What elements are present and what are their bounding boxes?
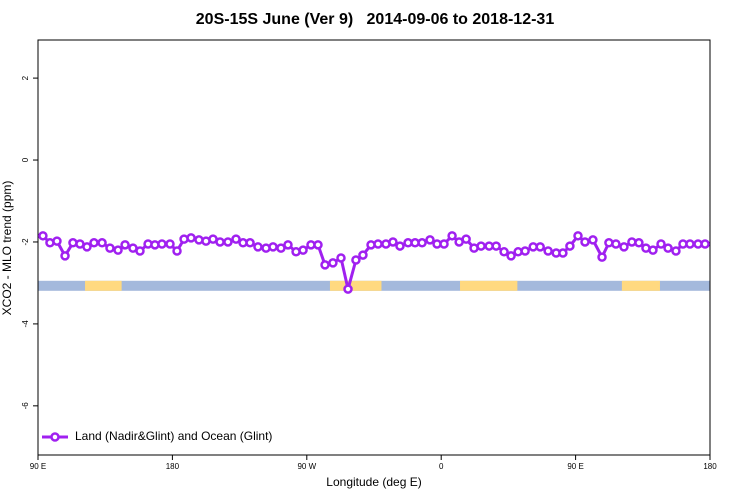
data-point — [597, 252, 607, 262]
data-point — [105, 243, 115, 253]
x-tick-label: 180 — [703, 462, 717, 471]
data-point — [634, 238, 644, 248]
data-point — [60, 251, 70, 261]
x-tick-label: 90 E — [567, 462, 583, 471]
data-point — [223, 237, 233, 247]
land-segment — [329, 280, 382, 291]
data-point — [395, 241, 405, 251]
data-point — [520, 246, 530, 256]
data-point — [157, 239, 167, 249]
data-point — [506, 251, 516, 261]
data-point — [245, 238, 255, 248]
data-point — [388, 237, 398, 247]
data-point — [38, 231, 48, 241]
data-point — [135, 246, 145, 256]
data-point — [648, 245, 658, 255]
data-point — [320, 260, 330, 270]
data-point — [499, 247, 509, 257]
data-point — [165, 239, 175, 249]
data-point — [700, 239, 710, 249]
data-point — [276, 243, 286, 253]
data-point — [351, 255, 361, 265]
data-point — [476, 241, 486, 251]
data-point — [588, 235, 598, 245]
data-point — [558, 248, 568, 258]
data-point — [253, 242, 263, 252]
data-point — [215, 237, 225, 247]
data-point — [343, 284, 353, 294]
y-tick-label: 0 — [21, 157, 30, 162]
plot-frame — [37, 39, 711, 456]
data-point — [336, 253, 346, 263]
data-point — [231, 234, 241, 244]
legend-label: Land (Nadir&Glint) and Ocean (Glint) — [75, 429, 272, 443]
data-point — [186, 233, 196, 243]
x-axis-title: Longitude (deg E) — [326, 475, 421, 489]
data-point — [120, 240, 130, 250]
data-point — [573, 231, 583, 241]
y-tick-label: -2 — [21, 238, 30, 246]
data-point — [611, 239, 621, 249]
data-point — [580, 237, 590, 247]
land-segment — [85, 280, 122, 291]
y-tick-label: 2 — [21, 75, 30, 80]
data-point — [298, 245, 308, 255]
data-point — [52, 236, 62, 246]
x-tick-label: 180 — [166, 462, 180, 471]
data-point — [82, 242, 92, 252]
x-tick-label: 90 E — [30, 462, 46, 471]
data-point — [685, 239, 695, 249]
y-axis-title: XCO2 - MLO trend (ppm) — [0, 181, 14, 316]
data-point — [447, 231, 457, 241]
data-point — [172, 246, 182, 256]
data-point — [328, 258, 338, 268]
data-point — [358, 250, 368, 260]
data-point — [461, 234, 471, 244]
y-tick-label: -6 — [21, 402, 30, 410]
data-point — [491, 241, 501, 251]
data-point — [113, 245, 123, 255]
data-point — [97, 238, 107, 248]
data-point — [313, 240, 323, 250]
data-point — [619, 242, 629, 252]
data-point — [439, 239, 449, 249]
data-point — [268, 242, 278, 252]
land-segment — [621, 280, 660, 291]
chart-title: 20S-15S June (Ver 9) 2014-09-06 to 2018-… — [196, 11, 555, 28]
x-tick-label: 0 — [439, 462, 444, 471]
data-point — [565, 241, 575, 251]
data-point — [663, 243, 673, 253]
data-point — [671, 246, 681, 256]
x-tick-label: 90 W — [297, 462, 316, 471]
data-point — [373, 239, 383, 249]
data-point — [283, 240, 293, 250]
land-segment — [460, 280, 518, 291]
data-point — [543, 246, 553, 256]
data-point — [656, 239, 666, 249]
y-tick-label: -4 — [21, 320, 30, 328]
data-point — [535, 242, 545, 252]
data-point — [425, 235, 435, 245]
data-point — [89, 238, 99, 248]
data-point — [417, 238, 427, 248]
legend-marker — [50, 432, 60, 442]
